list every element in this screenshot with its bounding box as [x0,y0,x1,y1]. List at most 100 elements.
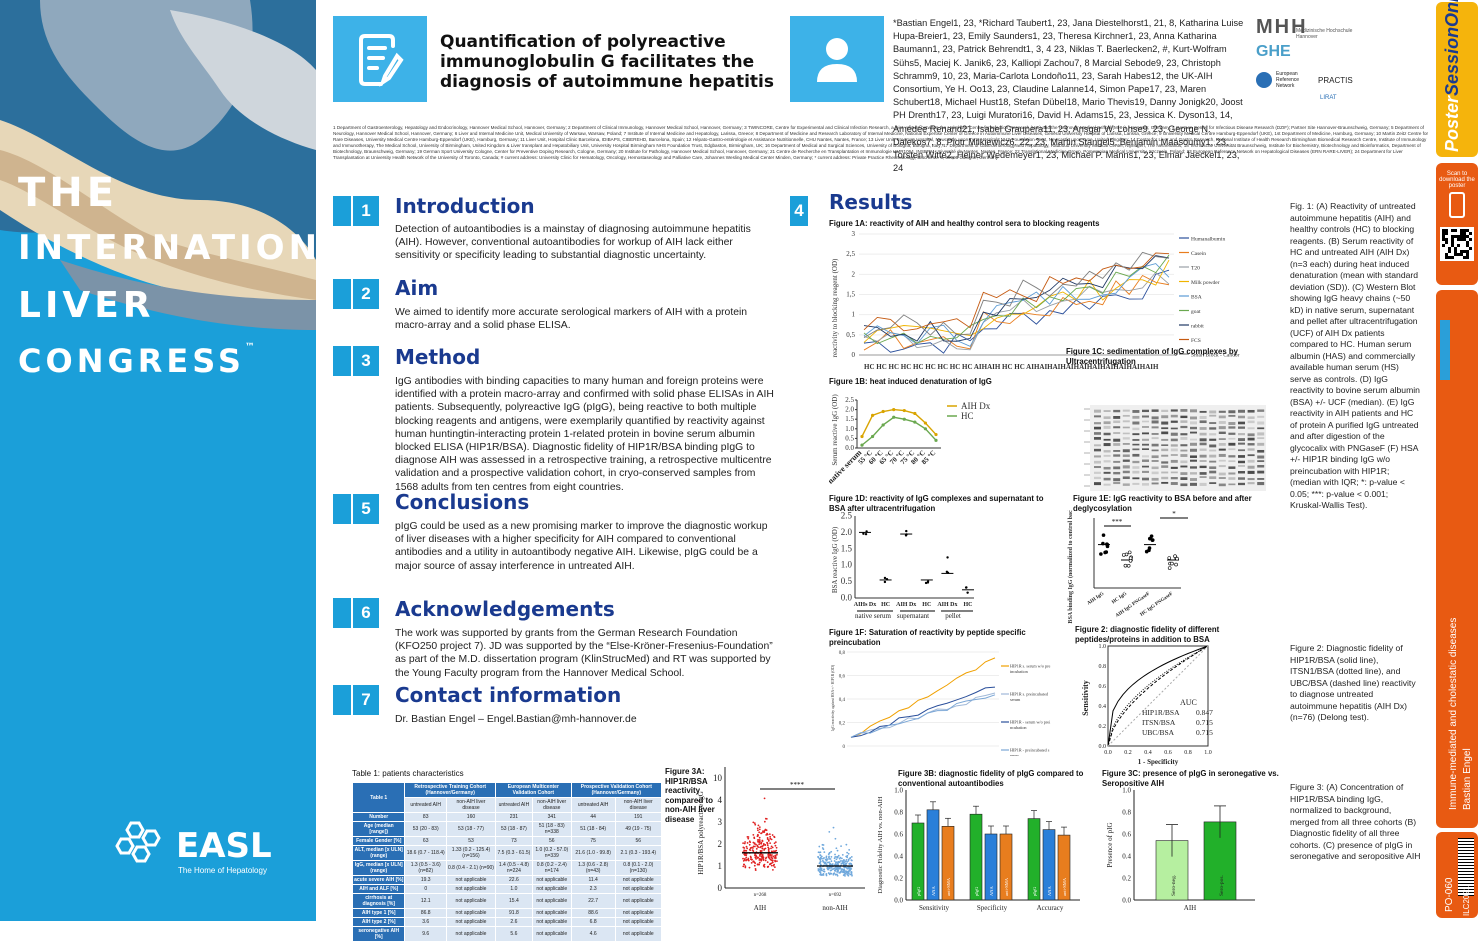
scan-qr-box[interactable]: Scan to download the poster [1436,163,1478,285]
data-point [769,862,772,865]
data-point [833,867,835,870]
data-point [752,821,755,824]
blot-band [1238,438,1245,442]
blot-band [1122,459,1130,462]
blot-band [1151,432,1159,435]
tick-label: 2 [852,270,856,278]
data-point [817,856,820,859]
author-label: Bastian Engel [1462,748,1473,810]
blot-band [1103,432,1111,436]
ghe-logo: GHE [1256,43,1291,60]
data-point [1099,552,1103,556]
reference-line [1107,645,1209,747]
data-point [761,847,764,850]
blot-band [1238,449,1245,452]
blot-band [1209,410,1217,414]
tick-label: 1.5 [841,543,853,553]
data-point [837,870,839,873]
bar-label: ANA [1047,886,1052,896]
data-point [749,849,752,851]
tick-label: 4 [718,795,723,805]
qr-cell [1442,232,1445,235]
blot-band [1180,437,1188,440]
blot-band [1190,448,1197,452]
blot-band [1180,420,1188,423]
legend-label: Smart Block - Candor [1191,353,1240,359]
data-point [772,855,775,858]
brand-line-4: CONGRESS ™ [18,342,255,380]
sig-label: * [1172,510,1176,518]
table-cell: 7.5 (0.3 - 61.5) [495,845,533,861]
bar-label: anti-SMA [1004,877,1009,896]
blot-band [1094,437,1101,440]
qr-cell [1448,250,1451,253]
tick-label: 0.6 [1122,831,1131,839]
legend-label: goat [1191,309,1201,315]
table-cell: 53 (18 - 77) [445,821,497,837]
data-point [823,868,826,871]
qr-cell [1460,229,1463,232]
section-number: 1 [353,196,379,226]
blot-band [1180,409,1188,412]
blot-band [1170,427,1178,430]
data-point [946,556,949,559]
data-point [772,864,775,867]
data-point [758,826,761,829]
figure-1b-chart: Serum reactive IgG (OD) 0.0 0.51.0 1.52.0 2… [829,394,991,486]
tick-label: 1.0 [841,560,853,570]
legend-label: AIH Dx [961,401,991,411]
table-cell: 51 (18 - 84) [570,821,616,837]
data-point [1123,563,1128,568]
figure-1f-chart: IgG reactivity against HSA+/- HIP1R (OD)… [831,651,1051,756]
group-label: native serum [855,612,892,620]
qr-cell [1445,229,1448,232]
figure-1c-blot [1084,405,1266,491]
data-point [774,844,777,847]
poster-code: PO-060 [1444,877,1455,912]
blot-band [1180,472,1188,475]
data-point [823,851,826,854]
blot-band [1209,422,1217,424]
blot-band [1228,448,1236,451]
poster-session-badge: PosterSessionOnline [1436,0,1478,157]
fig3c-ylabel: Presence of pIG [1106,822,1114,867]
table-cell: 5.6 [495,926,533,942]
data-point [819,856,822,859]
brand-artwork [0,0,316,921]
data-point [905,533,908,536]
data-point [748,866,751,869]
data-point [831,863,834,866]
blot-band [1238,465,1245,467]
table-cell: not applicable [445,926,497,942]
tick-label: 0.5 [841,576,853,586]
blot-band [1238,415,1245,419]
blot-band [1161,461,1169,464]
data-point [1174,562,1178,567]
legend-label: FCS [1191,338,1201,344]
qr-cell [1442,244,1445,247]
blot-band [1122,443,1130,445]
blot-band [1161,471,1169,474]
blot-band [1180,465,1188,468]
qr-cell [1469,238,1472,241]
blot-band [1122,437,1130,440]
legend-label: Milk powder [1191,280,1220,286]
table-cell: not applicable [614,893,663,909]
blot-band [1103,410,1111,412]
blot-band [1247,465,1255,469]
section-title-introduction: Introduction [395,194,535,218]
data-point [768,853,770,856]
qr-cell [1454,229,1457,232]
data-point [774,841,777,844]
legend-label: erum [1010,753,1019,756]
code-strip: PO-060 ILC2021 [1436,832,1478,918]
blot-band [1094,476,1101,480]
bar-label: Sero-pos. [1219,874,1225,896]
blot-band [1113,438,1121,442]
data-point [763,849,765,851]
data-point [881,409,885,414]
blot-band [1122,409,1130,412]
blot-band [1103,466,1111,470]
data-point [757,846,760,849]
tick-label: 10 [713,773,723,783]
